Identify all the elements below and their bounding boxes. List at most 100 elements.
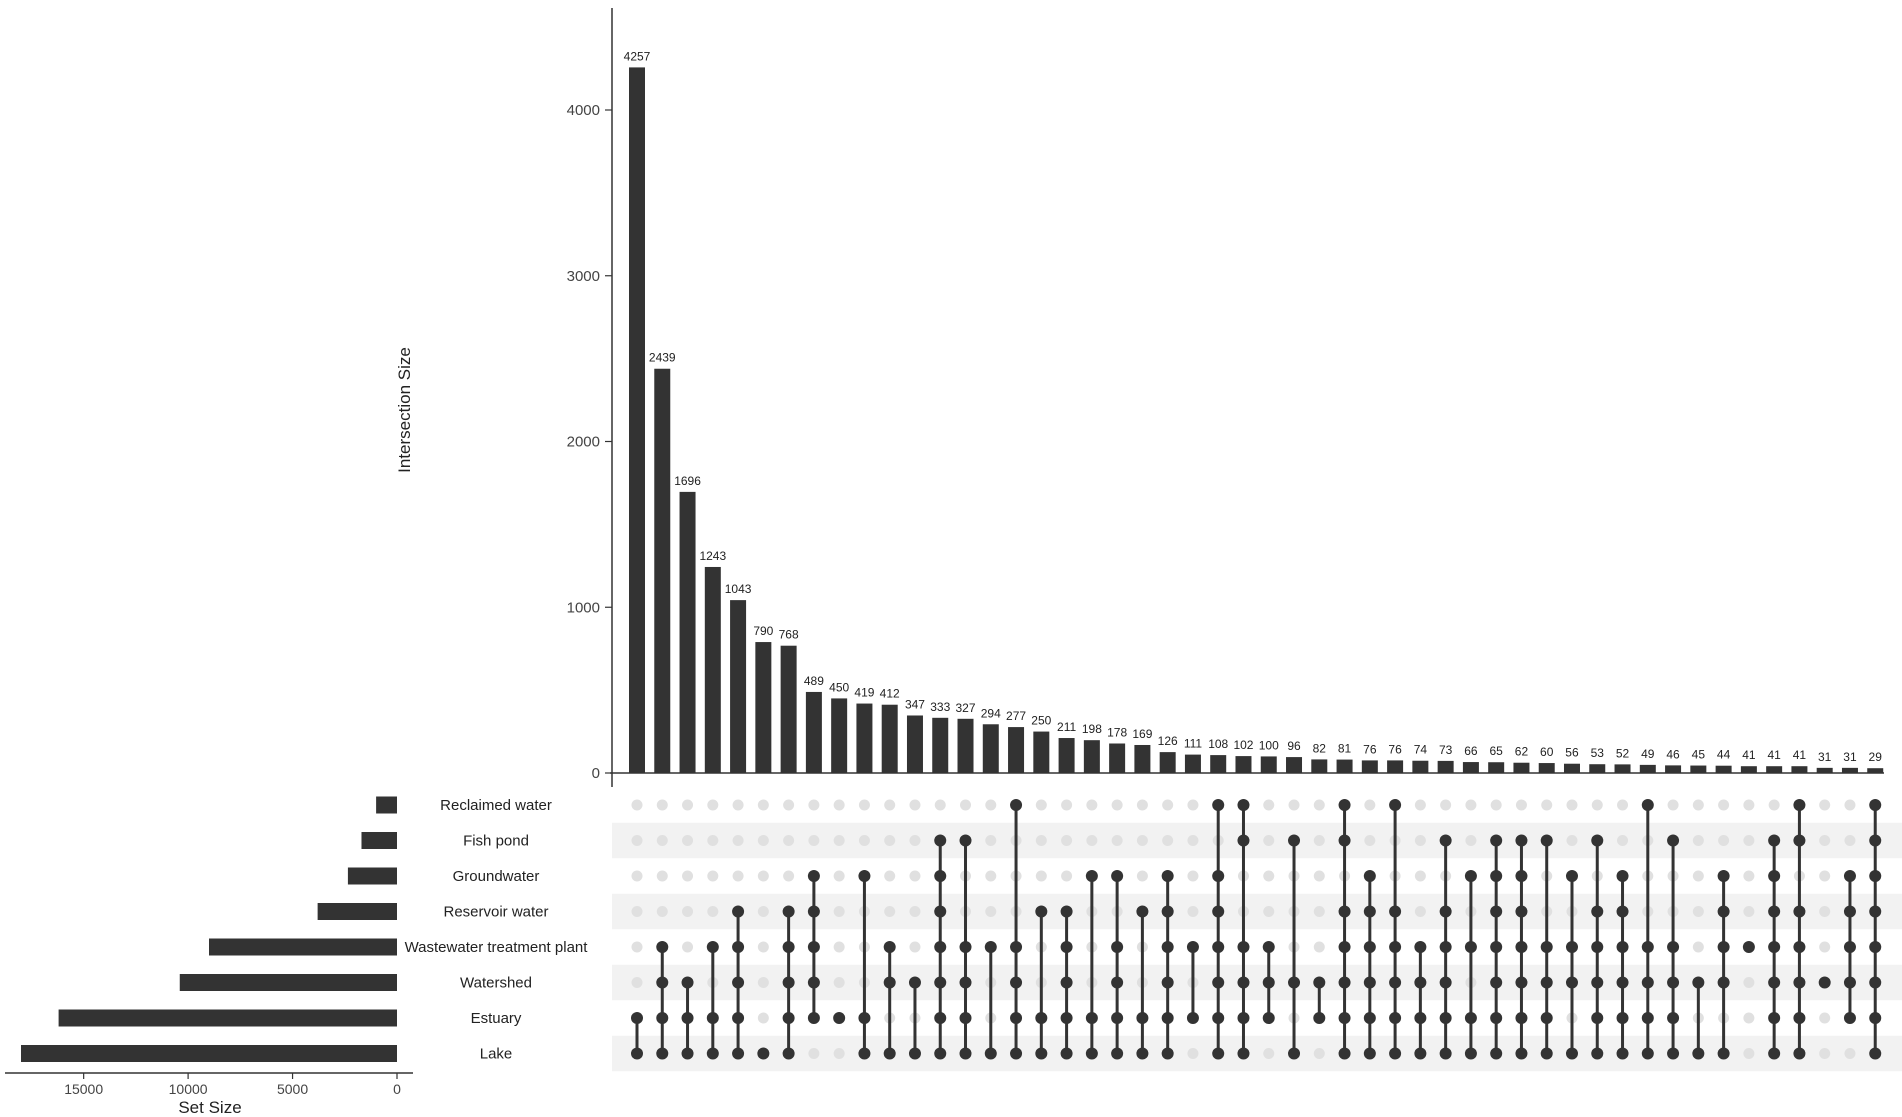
matrix-dot-active [732,905,745,918]
matrix-dot-inactive [1743,977,1755,988]
matrix-dot-active [1490,834,1503,847]
matrix-dot-inactive [656,835,668,846]
set-name-label: Wastewater treatment plant [405,939,589,956]
matrix-dot-active [883,941,896,953]
matrix-dot-inactive [1187,1048,1199,1059]
matrix-dot-active [656,1012,669,1024]
matrix-dot-inactive [1086,799,1098,811]
matrix-dot-inactive [1718,799,1730,811]
matrix-dot-active [681,1047,694,1060]
matrix-dot-active [1439,976,1452,989]
matrix-dot-inactive [1061,835,1073,846]
intersection-size-axis: 0 1000 2000 3000 4000 [567,8,1884,787]
matrix-dot-active [1389,941,1402,953]
matrix-dot-active [807,976,820,989]
matrix-dot-active [1793,1012,1806,1024]
matrix-dot-active [1843,870,1856,882]
matrix-dot-active [1464,1047,1477,1060]
matrix-dot-inactive [833,1048,845,1059]
matrix-dot-active [1616,870,1629,882]
matrix-dot-inactive [1465,835,1477,846]
matrix-dot-inactive [656,799,668,811]
matrix-dot-active [1136,905,1149,918]
matrix-dot-inactive [1263,870,1275,882]
matrix-dot-active [1212,976,1225,989]
matrix-dot-inactive [1364,799,1376,811]
matrix-dot-active [1060,941,1073,953]
intersection-bar [1008,727,1025,773]
matrix-dot-active [1591,905,1604,918]
matrix-dot-inactive [1313,906,1325,917]
matrix-dot-active [1161,905,1174,918]
matrix-dot-inactive [808,835,820,846]
matrix-dot-active [1464,870,1477,882]
matrix-dot-active [1085,1047,1098,1060]
matrix-dot-active [1338,1047,1351,1060]
intersection-bar [805,691,822,773]
intersection-bar [831,698,848,773]
matrix-dot-active [1692,976,1705,989]
matrix-dot-inactive [1541,799,1553,811]
matrix-dot-active [908,976,921,989]
matrix-dot-active [1667,1012,1680,1024]
intersection-bar-value: 41 [1742,748,1756,762]
matrix-dot-inactive [1743,906,1755,917]
matrix-dot-active [858,870,871,882]
matrix-dot-active [1085,1012,1098,1024]
matrix-dot-active [1641,1012,1654,1024]
matrix-dot-active [858,1047,871,1060]
matrix-dot-active [1111,1012,1124,1024]
intersection-bar [1210,755,1227,773]
matrix-dot-inactive [1035,870,1047,882]
intersection-bar [1134,744,1151,773]
intersection-bar [629,67,645,774]
matrix-dot-active [1363,1012,1376,1024]
matrix-dot-active [1288,1047,1301,1060]
matrix-dot-active [858,1012,871,1024]
matrix-dot-active [934,976,947,989]
matrix-dot-active [1313,976,1326,989]
matrix-dot-active [1641,976,1654,989]
intersection-bar-value: 1696 [674,474,701,488]
matrix-dot-active [1136,1047,1149,1060]
matrix-dot-active [1338,1012,1351,1024]
matrix-dot-inactive [1743,1048,1755,1059]
matrix-dot-active [1717,870,1730,882]
intersection-bar-value: 111 [1184,737,1203,751]
matrix-dot-inactive [1617,799,1629,811]
matrix-dot-active [1565,941,1578,953]
intersection-bar-value: 45 [1692,748,1706,762]
intersection-bar-value: 41 [1793,748,1807,762]
matrix-dot-inactive [1692,906,1704,917]
intersection-bar [1058,738,1075,773]
set-axis-tick-label: 15000 [64,1081,103,1097]
matrix-dot-inactive [1136,835,1148,846]
matrix-dot-inactive [1313,835,1325,846]
matrix-dot-inactive [884,906,896,917]
matrix-dot-inactive [858,835,870,846]
matrix-dot-inactive [1692,799,1704,811]
matrix-dot-active [1111,976,1124,989]
intersection-bar [1740,766,1757,773]
matrix-dot-active [1717,905,1730,918]
matrix-dot-active [1490,905,1503,918]
intersection-bar [730,600,747,773]
matrix-dot-inactive [833,870,845,882]
intersection-bar-value: 126 [1158,734,1178,748]
matrix-dot-active [706,1012,719,1024]
matrix-dot-inactive [732,799,744,811]
matrix-dot-active [1060,905,1073,918]
matrix-dot-inactive [960,799,972,811]
matrix-dot-active [1262,941,1275,953]
matrix-dot-active [1464,1012,1477,1024]
matrix-dot-inactive [1414,799,1426,811]
matrix-dot-active [1237,976,1250,989]
matrix-dot-active [1338,941,1351,953]
matrix-dot-active [1768,1012,1781,1024]
matrix-dot-active [934,870,947,882]
matrix-dot-active [1742,941,1755,953]
set-size-bar [317,903,397,920]
matrix-dot-active [1717,1047,1730,1060]
matrix-dot-active [1490,1047,1503,1060]
matrix-dot-active [1288,834,1301,847]
